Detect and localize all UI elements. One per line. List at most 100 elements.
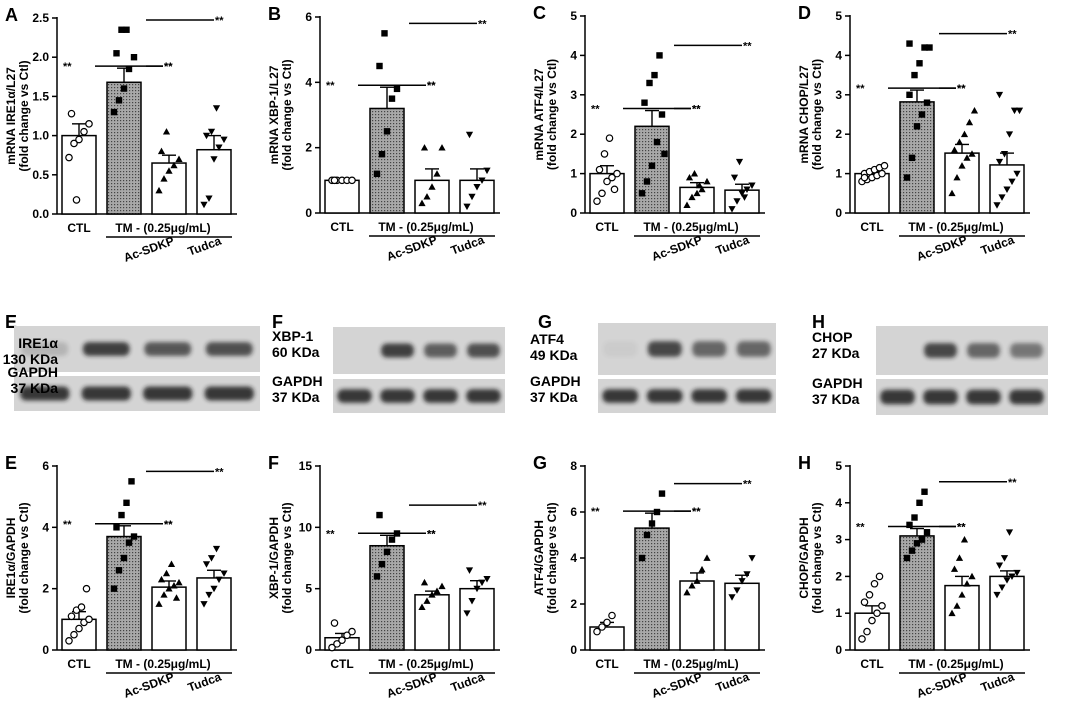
significance-marker: **: [164, 519, 173, 531]
data-point-ac-sdkp: [698, 185, 706, 193]
data-point-tm: [388, 536, 396, 543]
data-point-tm: [388, 95, 396, 102]
significance-marker: **: [164, 61, 173, 73]
x-label-ac-sdkp: Ac-SDKP: [122, 670, 176, 701]
x-label-ctl: CTL: [860, 657, 883, 671]
x-label-tm: TM - (0.25μg/mL): [115, 221, 210, 235]
y-tick-label: 0: [570, 206, 577, 220]
data-point-tudca: [220, 570, 228, 577]
y-tick-label: 0.5: [32, 168, 49, 182]
blot-band: [924, 343, 957, 358]
x-label-ctl: CTL: [860, 220, 883, 234]
data-point-ac-sdkp: [418, 199, 426, 207]
data-point-tm: [373, 170, 381, 177]
y-tick-label: 0.0: [32, 207, 49, 221]
blot-band-gapdh: [646, 389, 683, 403]
data-point-tudca: [220, 136, 228, 144]
x-label-tm: TM - (0.25μg/mL): [378, 657, 473, 671]
y-axis-label: IRE1α/GAPDH: [4, 518, 18, 599]
data-point-tm: [378, 560, 386, 568]
significance-marker: **: [164, 61, 173, 73]
data-point-ac-sdkp: [970, 106, 979, 114]
y-tick-label: 4: [305, 75, 312, 89]
data-point-tudca: [210, 585, 218, 593]
data-point-tudca: [743, 571, 751, 578]
data-point-tudca: [468, 598, 476, 605]
data-point-tudca: [483, 575, 491, 583]
data-point-ctl: [348, 627, 356, 636]
significance-marker: **: [692, 104, 701, 116]
significance-marker: **: [427, 528, 436, 540]
chart-panel-f: F XBP-1/GAPDH (fold change vs Ctl) 0 5 10 15 **…: [267, 453, 500, 701]
data-point-tudca: [468, 193, 476, 201]
data-point-tm: [113, 524, 120, 531]
significance-marker: **: [326, 80, 335, 92]
data-point-tm: [125, 539, 133, 546]
data-point-ac-sdkp: [685, 173, 694, 181]
data-point-ctl: [85, 615, 93, 624]
x-label-ctl: CTL: [595, 657, 618, 671]
data-point-tudca: [1000, 555, 1009, 562]
data-point-tudca: [483, 167, 491, 175]
y-tick-label: 2: [835, 127, 842, 141]
data-point-ctl: [330, 619, 339, 627]
data-point-tm: [128, 478, 135, 485]
data-point-ac-sdkp: [157, 575, 166, 583]
data-point-ctl: [865, 590, 874, 599]
significance-marker: **: [478, 18, 487, 30]
data-point-tm: [918, 536, 926, 543]
bar-ac-sdkp: [944, 152, 980, 214]
y-axis-label: XBP-1/GAPDH: [267, 517, 281, 599]
x-label-ac-sdkp: Ac-SDKP: [385, 233, 439, 264]
bar-ctl: [61, 618, 97, 651]
bar-tm: [106, 81, 142, 215]
data-point-ac-sdkp: [162, 569, 171, 577]
y-tick-label: 0: [42, 643, 49, 657]
data-point-tm: [125, 65, 133, 73]
blot-gapdh-kda: 37 KDa: [812, 391, 860, 407]
data-point-ctl: [67, 612, 76, 621]
data-point-tudca: [728, 594, 736, 601]
data-point-ac-sdkp: [157, 147, 166, 155]
data-point-ctl: [67, 109, 76, 118]
y-axis-label: mRNA ATF4/L27: [532, 68, 546, 161]
data-point-tudca: [200, 201, 208, 209]
data-point-ac-sdkp: [953, 173, 961, 181]
bar-ac-sdkp: [414, 594, 450, 651]
data-point-tudca: [993, 591, 1001, 599]
y-tick-label: 2: [570, 127, 577, 141]
data-point-ac-sdkp: [155, 600, 163, 607]
data-point-tm: [903, 174, 911, 181]
data-point-tm: [393, 85, 401, 93]
data-point-ac-sdkp: [950, 565, 959, 572]
data-point-tudca: [1003, 186, 1011, 193]
panel-letter: F: [268, 453, 279, 473]
blot-band: [736, 341, 771, 357]
bar-tm: [899, 101, 935, 214]
data-point-ctl: [870, 579, 879, 588]
significance-marker: **: [692, 506, 701, 518]
data-point-tm: [383, 128, 391, 135]
data-point-ctl: [65, 636, 73, 645]
y-tick-label: 10: [299, 520, 313, 534]
significance-marker: **: [591, 506, 600, 518]
data-point-tm: [381, 30, 388, 37]
data-point-tm: [115, 97, 123, 104]
significance-marker: **: [427, 528, 436, 540]
blot-gapdh-label: GAPDH: [272, 373, 323, 389]
data-point-tudca: [1008, 178, 1016, 186]
y-tick-label: 5: [835, 459, 842, 473]
data-point-tudca: [465, 567, 474, 574]
data-point-tudca: [202, 132, 211, 140]
data-point-ctl: [880, 161, 889, 170]
data-point-ctl: [603, 177, 611, 186]
x-label-tm: TM - (0.25μg/mL): [908, 220, 1003, 234]
blot-target-label: CHOP: [812, 329, 852, 345]
x-label-tm: TM - (0.25μg/mL): [908, 657, 1003, 671]
y-axis-label: CHOP/GAPDH: [797, 517, 811, 598]
data-point-tudca: [1005, 131, 1014, 138]
